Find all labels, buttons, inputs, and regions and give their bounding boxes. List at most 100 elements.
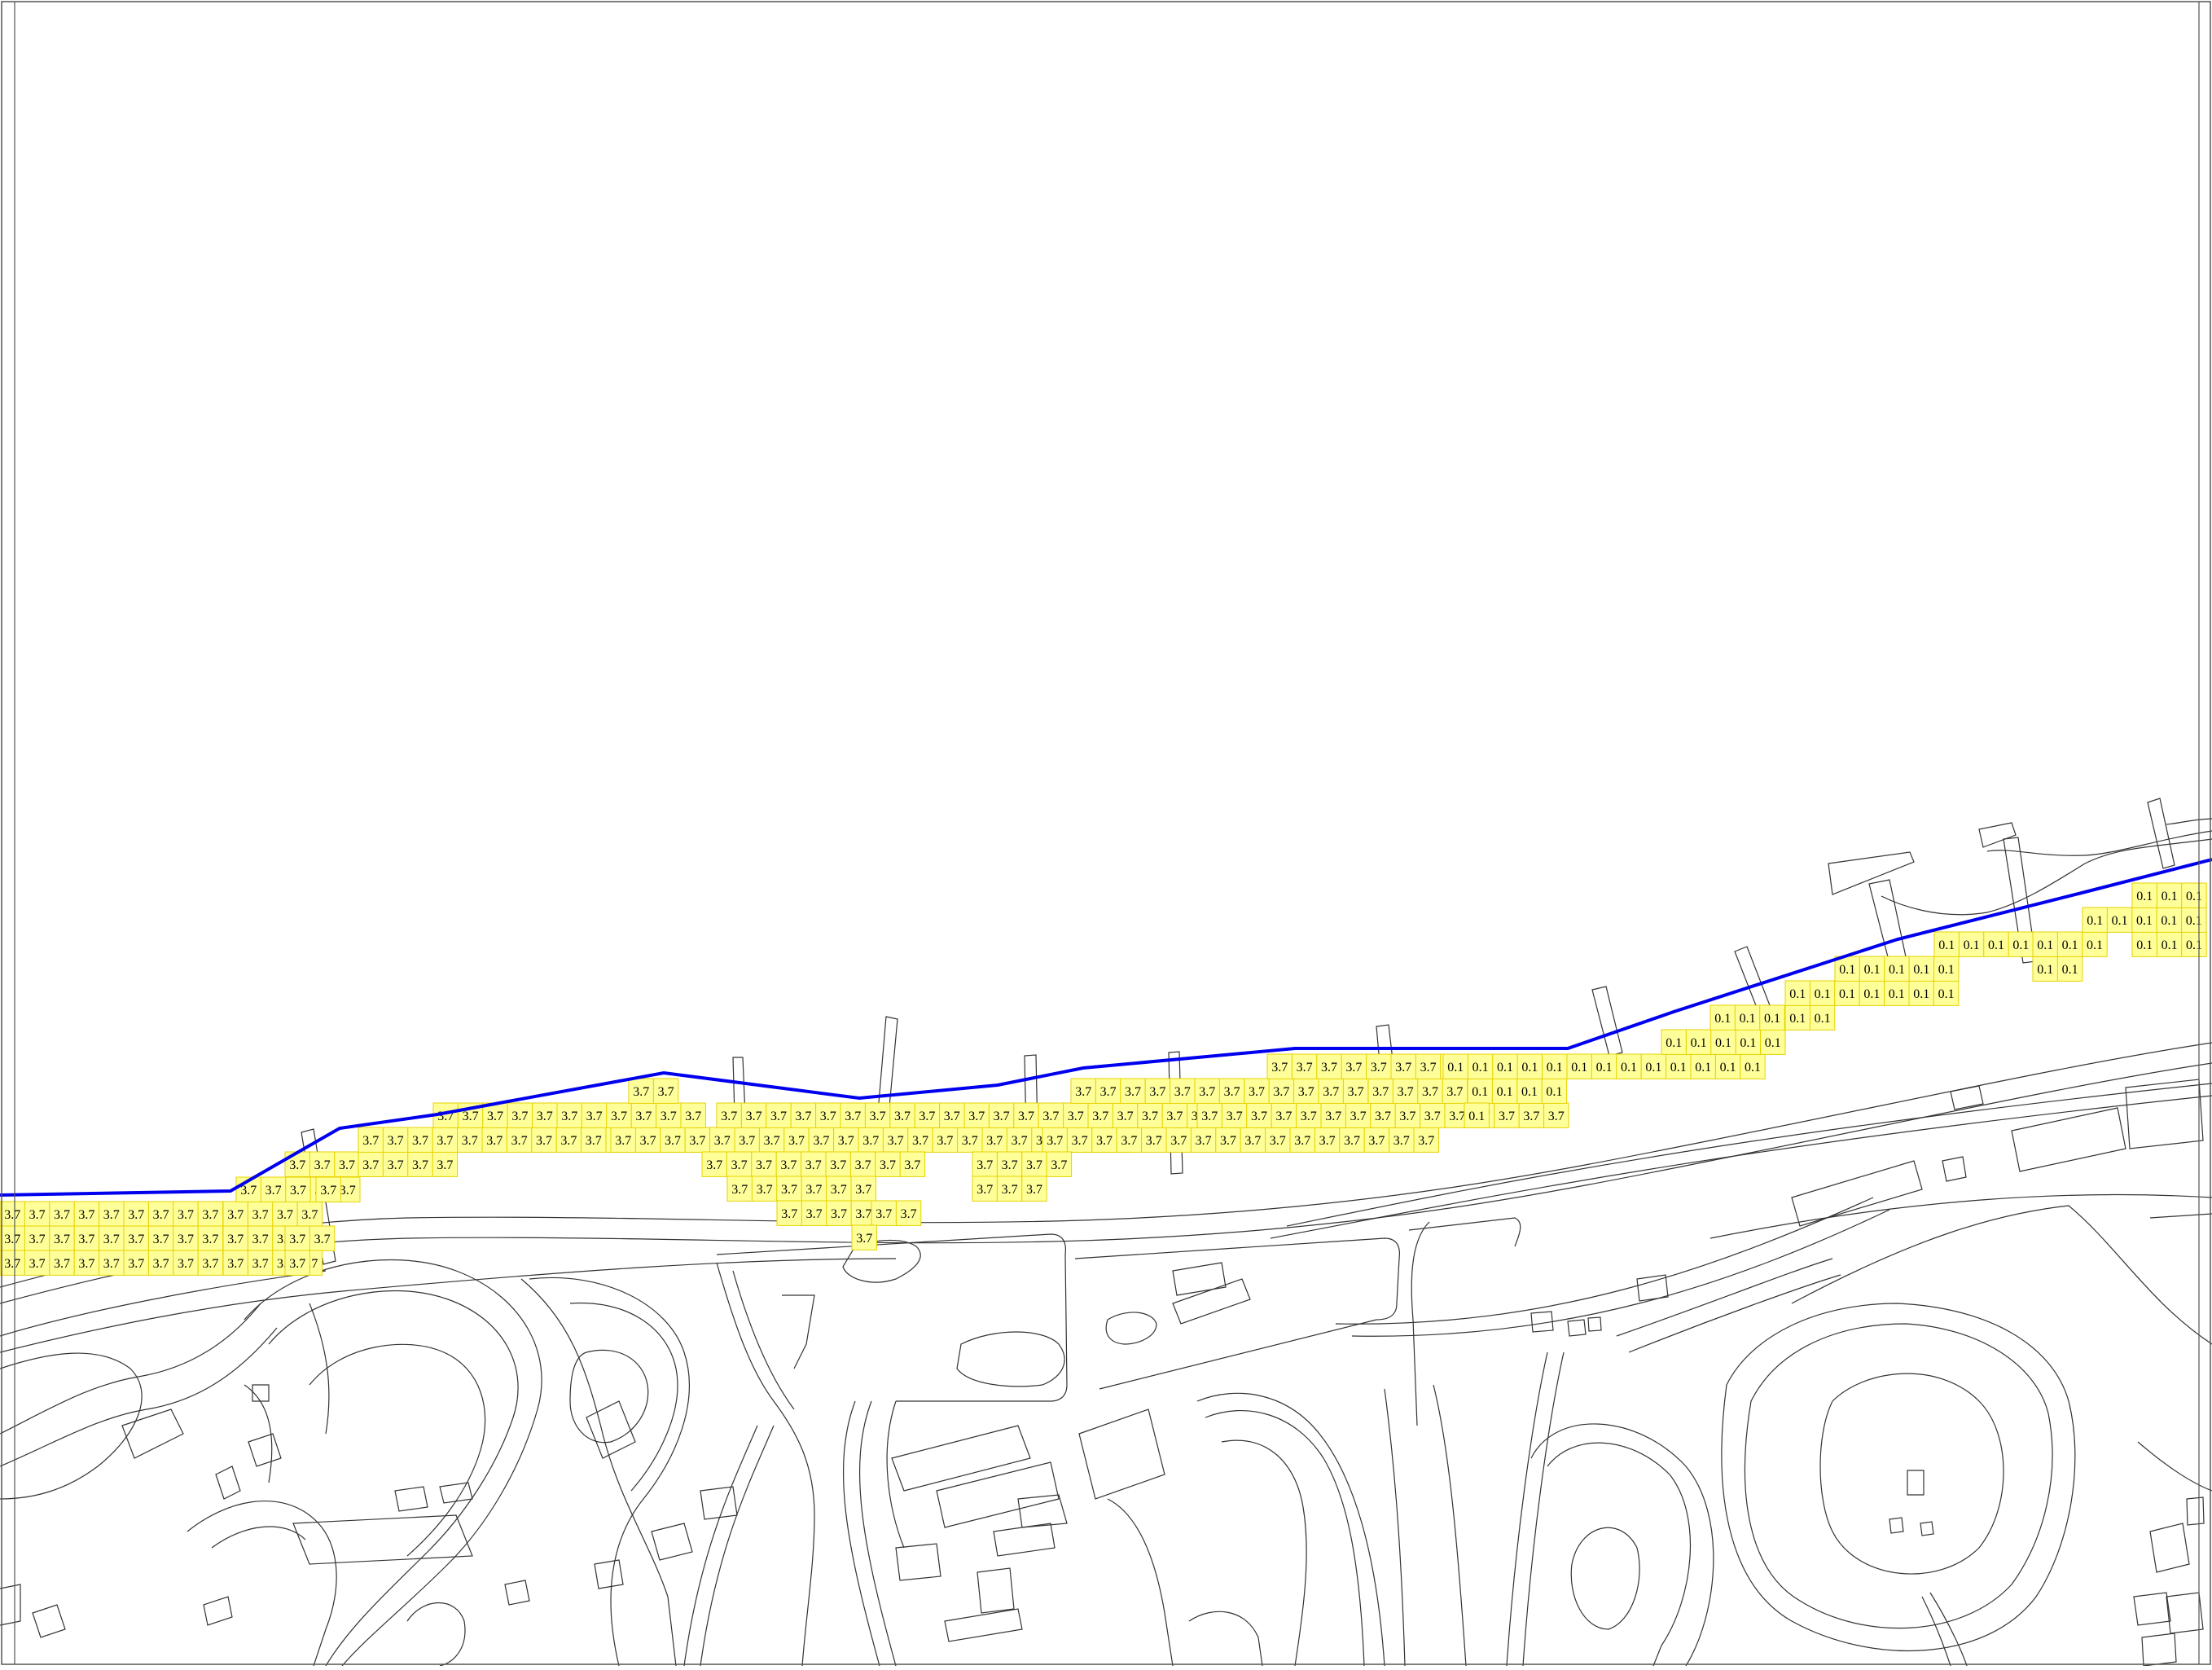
inundation-cell: 3.7 bbox=[840, 1102, 866, 1128]
inundation-depth-label: 0.1 bbox=[1468, 1110, 1485, 1123]
inundation-cell-fill bbox=[849, 1151, 876, 1177]
inundation-depth-label: 0.1 bbox=[1740, 1036, 1756, 1050]
inundation-cell: 3.7 bbox=[776, 1200, 802, 1226]
inundation-depth-label: 0.1 bbox=[1547, 1061, 1563, 1075]
inundation-cell: 3.7 bbox=[407, 1127, 433, 1153]
inundation-cell: 0.1 bbox=[1859, 980, 1885, 1006]
building bbox=[1172, 1278, 1251, 1325]
contour-line bbox=[1530, 1423, 1714, 1667]
inundation-cell-fill bbox=[660, 1127, 686, 1153]
inundation-cell-fill bbox=[285, 1176, 311, 1202]
inundation-cell: 3.7 bbox=[1394, 1102, 1421, 1128]
inundation-depth-label: 3.7 bbox=[1092, 1110, 1108, 1123]
inundation-cell-fill bbox=[1013, 1102, 1039, 1128]
inundation-cell: 0.1 bbox=[1516, 1078, 1543, 1104]
road bbox=[1616, 1258, 1833, 1337]
inundation-depth-label: 3.7 bbox=[536, 1134, 552, 1148]
inundation-depth-label: 3.7 bbox=[1449, 1110, 1465, 1123]
inundation-cell-fill bbox=[858, 1127, 884, 1153]
inundation-cell: 3.7 bbox=[907, 1127, 933, 1153]
inundation-cell: 3.7 bbox=[1244, 1078, 1270, 1104]
inundation-depth-label: 3.7 bbox=[128, 1257, 144, 1271]
inundation-depth-label: 3.7 bbox=[1548, 1110, 1565, 1123]
inundation-depth-label: 0.1 bbox=[1913, 963, 1929, 977]
inundation-cell-fill bbox=[988, 1102, 1015, 1128]
inundation-cell: 0.1 bbox=[2181, 882, 2207, 908]
inundation-cell: 3.7 bbox=[972, 1151, 998, 1177]
inundation-cell: 3.7 bbox=[684, 1127, 711, 1153]
inundation-depth-label: 3.7 bbox=[1042, 1110, 1059, 1123]
inundation-depth-label: 3.7 bbox=[781, 1183, 797, 1197]
inundation-cell-fill bbox=[1394, 1102, 1421, 1128]
inundation-cell-fill bbox=[1244, 1078, 1270, 1104]
inundation-depth-label: 0.1 bbox=[2062, 938, 2078, 952]
inundation-cell: 3.7 bbox=[222, 1225, 248, 1251]
inundation-depth-label: 3.7 bbox=[202, 1257, 218, 1271]
inundation-depth-label: 3.7 bbox=[665, 1134, 681, 1148]
inundation-cell: 3.7 bbox=[581, 1102, 608, 1128]
inundation-cell-fill bbox=[684, 1127, 711, 1153]
inundation-depth-label: 0.1 bbox=[1839, 963, 1855, 977]
inundation-cell-fill bbox=[972, 1151, 998, 1177]
building bbox=[1567, 1319, 1587, 1337]
inundation-depth-label: 3.7 bbox=[904, 1158, 920, 1172]
inundation-cell-fill bbox=[1784, 980, 1810, 1006]
inundation-cell-fill bbox=[2056, 956, 2083, 982]
inundation-cell: 0.1 bbox=[1491, 1078, 1518, 1104]
inundation-cell: 3.7 bbox=[457, 1127, 483, 1153]
inundation-cell-fill bbox=[1038, 1102, 1064, 1128]
inundation-depth-label: 3.7 bbox=[855, 1158, 871, 1172]
inundation-depth-label: 3.7 bbox=[289, 1257, 305, 1271]
inundation-cell: 3.7 bbox=[758, 1127, 785, 1153]
inundation-cell: 0.1 bbox=[2131, 931, 2157, 957]
inundation-cell-fill bbox=[334, 1151, 360, 1177]
inundation-cell: 3.7 bbox=[628, 1078, 654, 1104]
inundation-cell-fill bbox=[1542, 1053, 1568, 1079]
inundation-cell-fill bbox=[1165, 1127, 1192, 1153]
inundation-cell: 3.7 bbox=[864, 1102, 891, 1128]
inundation-depth-label: 0.1 bbox=[1889, 987, 1905, 1001]
inundation-cell: 3.7 bbox=[0, 1201, 25, 1227]
inundation-cell: 0.1 bbox=[2156, 907, 2183, 933]
inundation-cell-fill bbox=[2156, 882, 2183, 908]
inundation-cell-fill bbox=[1112, 1102, 1139, 1128]
contour-line bbox=[732, 1270, 795, 1410]
inundation-depth-label: 0.1 bbox=[1447, 1061, 1464, 1075]
inundation-cell: 3.7 bbox=[556, 1102, 582, 1128]
inundation-cell: 3.7 bbox=[1370, 1102, 1396, 1128]
inundation-cell: 3.7 bbox=[1006, 1127, 1033, 1153]
inundation-cell-fill bbox=[1413, 1127, 1439, 1153]
inundation-cell-fill bbox=[1046, 1151, 1073, 1177]
inundation-cell-fill bbox=[407, 1151, 433, 1177]
inundation-cell: 3.7 bbox=[914, 1102, 941, 1128]
inundation-cell: 3.7 bbox=[709, 1127, 735, 1153]
inundation-depth-label: 3.7 bbox=[1418, 1134, 1434, 1148]
inundation-depth-label: 3.7 bbox=[1395, 1061, 1411, 1075]
inundation-cell: 3.7 bbox=[889, 1102, 915, 1128]
inundation-cell: 0.1 bbox=[1690, 1053, 1716, 1079]
building bbox=[215, 1466, 241, 1500]
inundation-cell: 3.7 bbox=[1320, 1102, 1346, 1128]
inundation-depth-label: 3.7 bbox=[1301, 1110, 1317, 1123]
road bbox=[520, 1278, 677, 1667]
inundation-depth-label: 3.7 bbox=[746, 1110, 762, 1123]
inundation-cell: 0.1 bbox=[2156, 882, 2183, 908]
building bbox=[2125, 1079, 2204, 1149]
inundation-cell-fill bbox=[1983, 931, 2009, 957]
inundation-cell: 3.7 bbox=[197, 1250, 224, 1276]
inundation-cell-fill bbox=[0, 1250, 25, 1276]
road bbox=[782, 1294, 815, 1369]
coastal-road bbox=[0, 1258, 897, 1353]
inundation-depth-label: 3.7 bbox=[1393, 1134, 1410, 1148]
inundation-cell-fill bbox=[1120, 1078, 1146, 1104]
inundation-cell: 3.7 bbox=[123, 1250, 149, 1276]
road bbox=[2137, 1441, 2212, 1492]
building bbox=[936, 1461, 1060, 1528]
building bbox=[292, 1514, 473, 1565]
inundation-depth-label: 0.1 bbox=[1964, 938, 1980, 952]
inundation-depth-label: 3.7 bbox=[1146, 1134, 1162, 1148]
road bbox=[700, 1425, 775, 1667]
inundation-cell-fill bbox=[2032, 931, 2058, 957]
inundation-cell-fill bbox=[740, 1102, 767, 1128]
